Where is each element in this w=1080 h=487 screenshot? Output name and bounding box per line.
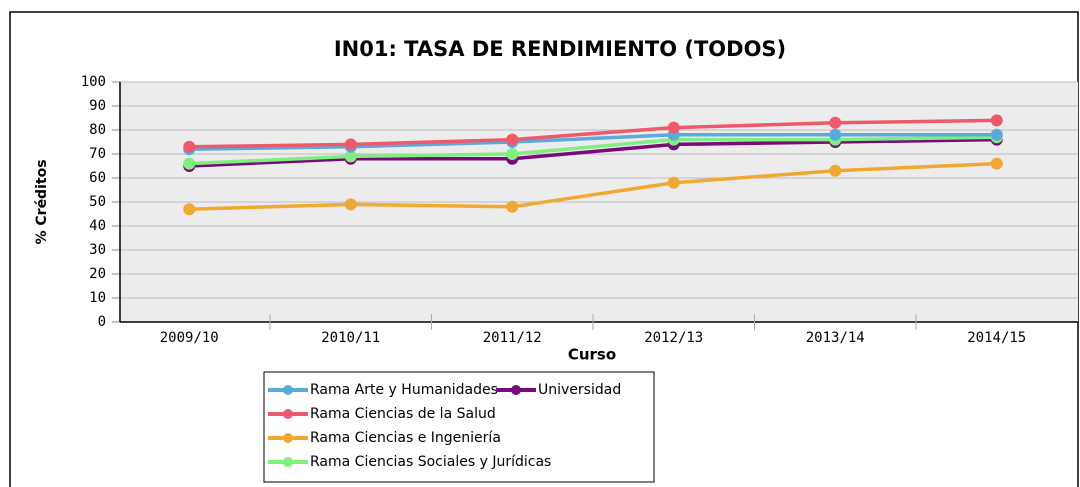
data-point [829, 128, 842, 141]
data-point [506, 133, 519, 146]
x-tick-label: 2014/15 [967, 330, 1026, 346]
legend-marker [511, 385, 521, 395]
series-line [189, 118, 997, 149]
data-point [506, 148, 519, 160]
y-tick-label: 40 [89, 218, 106, 234]
data-point [990, 157, 1003, 170]
legend-box [263, 371, 655, 483]
y-tick-label: 100 [81, 74, 106, 90]
y-tick-label: 30 [89, 242, 106, 258]
y-axis-label: % Créditos [34, 159, 50, 244]
series-line [189, 133, 997, 151]
data-point [829, 116, 842, 129]
y-tick-label: 0 [98, 314, 106, 330]
y-tick-label: 90 [89, 98, 106, 114]
data-point [183, 157, 196, 170]
legend-label: Rama Ciencias de la Salud [310, 406, 496, 422]
series-line [189, 137, 997, 168]
data-point [344, 138, 357, 151]
data-point [344, 150, 357, 163]
y-tick-label: 80 [89, 122, 106, 138]
series-line [189, 135, 997, 166]
x-axis-label: Curso [568, 346, 616, 364]
series-line [189, 161, 997, 211]
x-tick-label: 2013/14 [806, 330, 865, 346]
data-point [667, 121, 680, 134]
y-tick-label: 20 [89, 266, 106, 282]
legend-marker [283, 385, 293, 395]
legend-label: Rama Arte y Humanidades [310, 382, 498, 398]
x-tick-label: 2010/11 [321, 330, 380, 346]
data-point [667, 176, 680, 189]
y-tick-label: 70 [89, 146, 106, 162]
y-tick-label: 60 [89, 170, 106, 186]
chart-title: IN01: TASA DE RENDIMIENTO (TODOS) [334, 37, 786, 61]
legend-label: Universidad [538, 382, 621, 398]
legend-marker [283, 457, 293, 467]
legend-marker [283, 433, 293, 443]
x-tick-label: 2011/12 [483, 330, 542, 346]
data-point [829, 164, 842, 177]
legend-label: Rama Ciencias e Ingeniería [310, 430, 501, 446]
y-tick-label: 50 [89, 194, 106, 210]
legend-marker [283, 409, 293, 419]
x-tick-label: 2009/10 [160, 330, 219, 346]
data-point [183, 203, 196, 216]
data-point [183, 140, 196, 153]
y-tick-label: 10 [89, 290, 106, 306]
data-point [990, 128, 1003, 141]
legend-label: Rama Ciencias Sociales y Jurídicas [310, 454, 551, 470]
x-tick-label: 2012/13 [644, 330, 703, 346]
data-point [344, 198, 357, 211]
data-point [506, 200, 519, 213]
data-point [990, 114, 1003, 127]
